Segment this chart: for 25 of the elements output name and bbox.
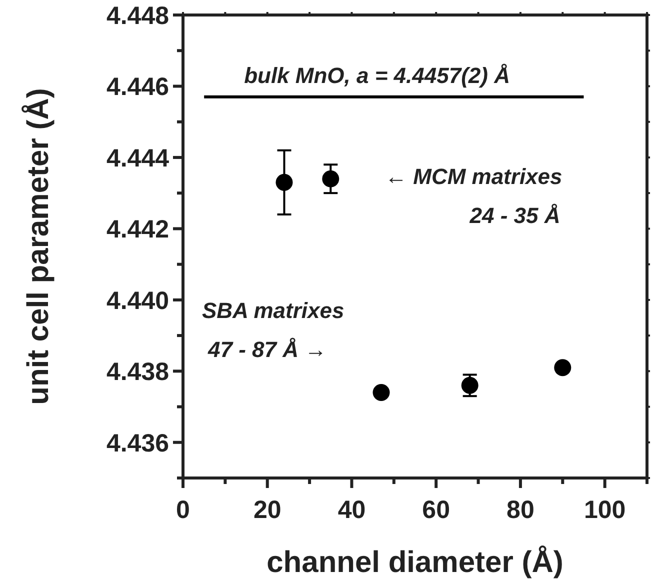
point	[276, 174, 293, 191]
annotation: ← MCM matrixes	[385, 164, 562, 189]
y-axis-title: unit cell parameter (Å)	[21, 88, 55, 405]
point	[372, 384, 390, 402]
y-tick-label: 4.448	[106, 2, 170, 30]
x-tick-label: 0	[176, 496, 190, 524]
point	[322, 170, 340, 188]
y-tick-label: 4.442	[106, 216, 169, 244]
x-tick-label: 60	[422, 496, 450, 524]
x-tick-label: 100	[584, 496, 626, 524]
y-tick-label: 4.438	[106, 358, 170, 386]
annotation: SBA matrixes	[202, 298, 344, 323]
x-axis-title: channel diameter (Å)	[266, 545, 564, 579]
y-tick-label: 4.444	[106, 144, 170, 172]
annotation: 47 - 87 Å →	[207, 337, 327, 362]
annotation: bulk MnO, a = 4.4457(2) Å	[244, 62, 510, 88]
x-tick-label: 80	[506, 496, 534, 524]
annotation: 24 - 35 Å	[468, 203, 560, 228]
x-tick-label: 20	[253, 496, 282, 524]
x-tick-label: 40	[338, 496, 366, 524]
point	[461, 376, 478, 394]
y-tick-label: 4.436	[106, 429, 169, 458]
y-tick-label: 4.446	[106, 73, 169, 102]
point	[554, 359, 572, 376]
y-tick-label: 4.440	[106, 286, 169, 315]
